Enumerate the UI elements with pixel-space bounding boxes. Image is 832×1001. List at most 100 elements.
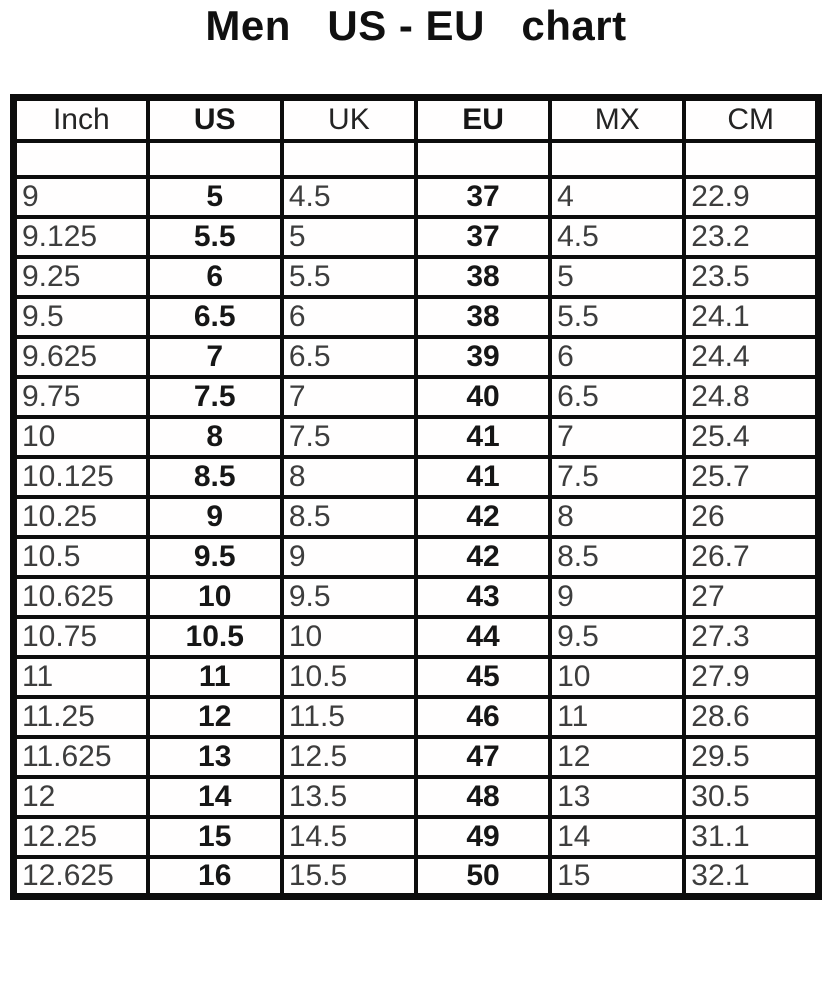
table-row: 9.125 5.5 5 37 4.5 23.2 — [11, 214, 821, 259]
table-row: 10.125 8.5 8 41 7.5 25.7 — [11, 454, 821, 499]
cell: 7 — [279, 374, 418, 419]
cell: 9.25 — [11, 254, 150, 299]
cell: 42 — [413, 494, 553, 539]
cell: 8.5 — [145, 454, 284, 499]
cell: 4 — [548, 174, 687, 219]
cell: 8.5 — [279, 494, 418, 539]
column-header-uk: UK — [279, 95, 418, 143]
cell: 13 — [548, 774, 687, 819]
cell: 44 — [413, 614, 553, 659]
cell: 39 — [413, 334, 553, 379]
cell: 37 — [413, 174, 553, 219]
cell: 12.625 — [11, 854, 150, 899]
size-conversion-table: Inch US UK EU MX CM 9 5 4.5 37 4 22.9 9.125 5.5 5 37 4.… — [10, 94, 822, 900]
cell: 11 — [548, 694, 687, 739]
cell: 6.5 — [279, 334, 418, 379]
table-row: 10.25 9 8.5 42 8 26 — [11, 494, 821, 539]
cell: 11 — [11, 654, 150, 699]
cell: 10.75 — [11, 614, 150, 659]
cell: 8 — [279, 454, 418, 499]
table-row: 9.625 7 6.5 39 6 24.4 — [11, 334, 821, 379]
cell: 9 — [11, 174, 150, 219]
column-header-mx: MX — [548, 95, 687, 143]
cell: 9.5 — [548, 614, 687, 659]
cell — [413, 138, 553, 179]
cell: 12 — [145, 694, 284, 739]
table-row: 10.5 9.5 9 42 8.5 26.7 — [11, 534, 821, 579]
cell: 22.9 — [682, 174, 821, 219]
table-row: 11.25 12 11.5 46 11 28.6 — [11, 694, 821, 739]
cell: 14 — [145, 774, 284, 819]
cell: 10 — [145, 574, 284, 619]
spacer-row — [11, 138, 821, 179]
cell: 7 — [548, 414, 687, 459]
cell: 14.5 — [279, 814, 418, 859]
cell: 16 — [145, 854, 284, 899]
cell: 29.5 — [682, 734, 821, 779]
table-header: Inch US UK EU MX CM — [11, 95, 821, 143]
cell: 9 — [279, 534, 418, 579]
cell: 24.4 — [682, 334, 821, 379]
cell: 4.5 — [279, 174, 418, 219]
cell: 5 — [145, 174, 284, 219]
cell — [279, 138, 418, 179]
cell: 10.125 — [11, 454, 150, 499]
cell: 49 — [413, 814, 553, 859]
cell: 9.625 — [11, 334, 150, 379]
table-row: 9 5 4.5 37 4 22.9 — [11, 174, 821, 219]
cell: 7.5 — [145, 374, 284, 419]
cell: 38 — [413, 254, 553, 299]
cell: 42 — [413, 534, 553, 579]
cell: 12.25 — [11, 814, 150, 859]
cell: 15.5 — [279, 854, 418, 899]
cell: 46 — [413, 694, 553, 739]
cell: 12 — [11, 774, 150, 819]
cell: 28.6 — [682, 694, 821, 739]
page-title: Men US - EU chart — [205, 2, 627, 49]
cell: 30.5 — [682, 774, 821, 819]
header-row: Inch US UK EU MX CM — [11, 95, 821, 143]
cell: 23.5 — [682, 254, 821, 299]
cell: 6 — [279, 294, 418, 339]
cell: 47 — [413, 734, 553, 779]
cell: 12.5 — [279, 734, 418, 779]
cell: 45 — [413, 654, 553, 699]
table-row: 10.625 10 9.5 43 9 27 — [11, 574, 821, 619]
table-row: 9.25 6 5.5 38 5 23.5 — [11, 254, 821, 299]
table-row: 10 8 7.5 41 7 25.4 — [11, 414, 821, 459]
cell: 41 — [413, 414, 553, 459]
cell: 41 — [413, 454, 553, 499]
cell: 8.5 — [548, 534, 687, 579]
cell: 6.5 — [145, 294, 284, 339]
column-header-eu: EU — [413, 95, 553, 143]
cell: 43 — [413, 574, 553, 619]
cell: 48 — [413, 774, 553, 819]
cell: 5.5 — [145, 214, 284, 259]
cell: 8 — [548, 494, 687, 539]
cell: 13 — [145, 734, 284, 779]
table-row: 9.5 6.5 6 38 5.5 24.1 — [11, 294, 821, 339]
cell: 15 — [548, 854, 687, 899]
cell: 14 — [548, 814, 687, 859]
cell: 25.7 — [682, 454, 821, 499]
cell: 23.2 — [682, 214, 821, 259]
table-row: 12.625 16 15.5 50 15 32.1 — [11, 854, 821, 899]
cell — [145, 138, 284, 179]
cell: 6 — [145, 254, 284, 299]
column-header-us: US — [145, 95, 284, 143]
cell: 8 — [145, 414, 284, 459]
cell: 4.5 — [548, 214, 687, 259]
cell: 11 — [145, 654, 284, 699]
cell: 10.5 — [145, 614, 284, 659]
cell: 10.5 — [11, 534, 150, 579]
cell: 10 — [11, 414, 150, 459]
cell: 10.25 — [11, 494, 150, 539]
cell: 38 — [413, 294, 553, 339]
cell: 10 — [548, 654, 687, 699]
cell: 50 — [413, 854, 553, 899]
cell: 5.5 — [548, 294, 687, 339]
cell — [548, 138, 687, 179]
cell: 24.8 — [682, 374, 821, 419]
cell: 13.5 — [279, 774, 418, 819]
